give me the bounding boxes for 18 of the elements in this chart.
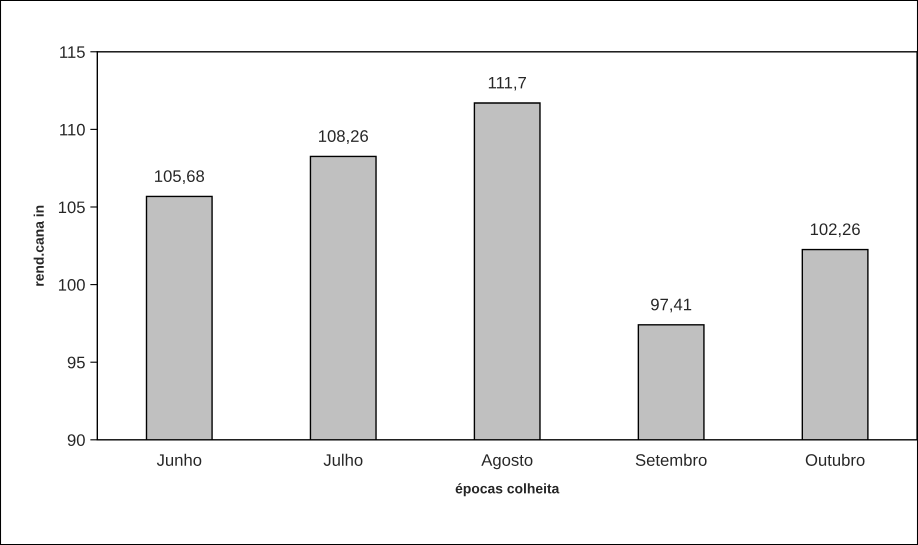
y-tick-label: 115 bbox=[60, 46, 85, 58]
y-axis-title: rend.cana in bbox=[34, 206, 44, 286]
x-tick-label: Outubro bbox=[806, 454, 865, 466]
data-label: 102,26 bbox=[810, 223, 860, 238]
y-tick-label: 90 bbox=[68, 434, 85, 446]
data-label: 97,41 bbox=[651, 298, 692, 312]
y-tick-label: 110 bbox=[60, 124, 85, 136]
y-tick-label: 95 bbox=[68, 356, 85, 368]
x-axis-title: épocas colheita bbox=[456, 483, 560, 496]
x-tick-label: Agosto bbox=[481, 454, 532, 470]
data-label: 108,26 bbox=[319, 130, 368, 144]
x-tick-label: Setembro bbox=[636, 454, 707, 466]
x-tick-label: Julho bbox=[324, 454, 362, 466]
x-tick-label: Junho bbox=[156, 454, 202, 466]
y-tick-label: 100 bbox=[58, 279, 85, 291]
data-label: 105,68 bbox=[155, 170, 204, 184]
y-tick-label: 105 bbox=[58, 201, 85, 214]
data-label: 111,7 bbox=[488, 76, 526, 91]
